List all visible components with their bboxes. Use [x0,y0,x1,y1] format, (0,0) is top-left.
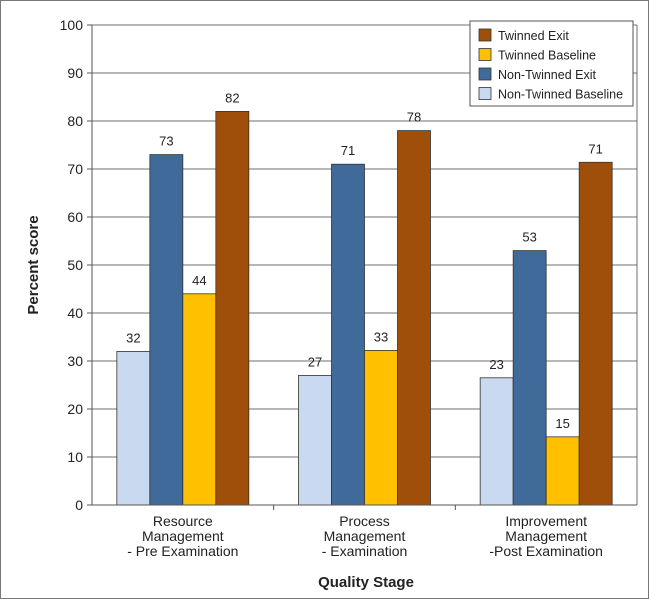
legend-label: Non-Twinned Baseline [498,88,623,102]
y-tick-label: 0 [75,497,83,513]
y-axis-title: Percent score [25,215,42,314]
legend-box [469,20,634,107]
x-tick-label: Management [142,528,224,544]
bar [479,377,514,506]
legend-swatch [478,67,492,81]
legend-label: Twinned Exit [498,29,569,43]
bar [215,111,250,506]
data-label: 44 [192,273,206,288]
data-label: 78 [407,110,421,125]
y-tick-label: 50 [67,257,83,273]
legend-swatch [478,87,492,100]
legend-swatch [478,28,492,42]
data-label: 82 [225,90,239,105]
x-tick-label: Improvement [505,513,587,529]
legend: Twinned Exit Twinned Baseline Non-Twinned … [469,20,634,107]
bar [364,350,398,506]
bar [397,130,431,506]
data-label: 32 [126,330,140,345]
y-tick-label: 30 [67,353,83,369]
x-tick-label: Resource [153,513,213,529]
data-label: 53 [522,230,536,245]
data-label: 71 [341,143,355,158]
bar [182,293,217,506]
bar [298,374,332,506]
x-tick-label: Management [324,528,406,544]
x-tick-label: Management [505,528,587,544]
bar [116,350,151,506]
legend-swatch [478,48,492,61]
y-tick-label: 60 [67,209,83,225]
data-label: 71 [588,141,602,156]
data-label: 23 [489,357,503,372]
x-tick-label: - Examination [322,543,408,559]
y-tick-label: 40 [67,305,83,321]
y-tick-label: 20 [67,401,83,417]
x-axis-title: Quality Stage [318,574,414,591]
y-tick-label: 90 [67,65,83,81]
data-label: 33 [374,329,388,344]
data-label: 15 [555,416,569,431]
data-label: 73 [159,134,173,149]
bar [149,154,184,506]
axes: 0102030405060708090100ResourceManagement… [60,17,638,559]
bar [331,163,365,506]
bar [578,161,613,506]
bar [545,436,580,506]
x-tick-label: -Post Examination [489,543,603,559]
data-labels: 32 73 44 82 27 71 33 78 23 53 15 71 [126,90,603,430]
x-tick-label: Process [339,513,390,529]
y-tick-label: 80 [67,113,83,129]
legend-label: Twinned Baseline [498,49,596,63]
data-label: 27 [308,354,322,369]
x-tick-label: - Pre Examination [127,543,238,559]
y-tick-label: 70 [67,161,83,177]
y-tick-label: 10 [67,449,83,465]
bar [512,250,547,506]
y-tick-label: 100 [60,17,84,33]
legend-label: Non-Twinned Exit [498,68,596,82]
